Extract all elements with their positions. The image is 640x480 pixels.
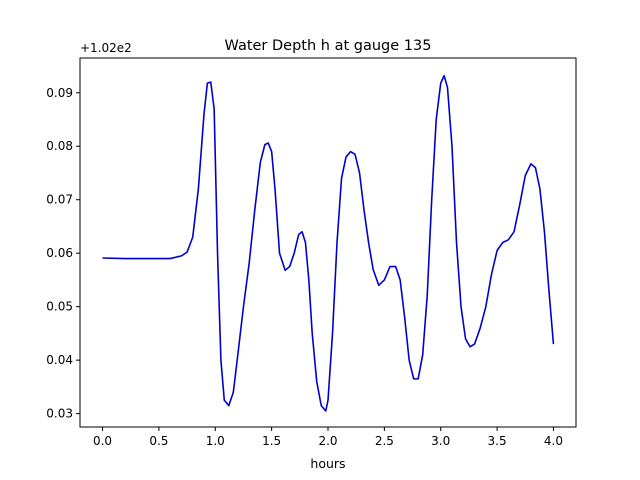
x-tick-label: 1.5 [262, 434, 281, 448]
y-offset-label: +1.02e2 [80, 41, 132, 55]
x-tick-label: 0.0 [93, 434, 112, 448]
plot-area: 0.0 0.5 1.0 1.5 2.0 2.5 3.0 3.5 4.0 0.03 0.04 0.05… [46, 57, 577, 448]
x-axis-label: hours [310, 456, 345, 471]
x-tick-label: 2.0 [318, 434, 337, 448]
x-tick-label: 3.5 [488, 434, 507, 448]
x-tick-label: 1.0 [206, 434, 225, 448]
y-tick-label: 0.04 [46, 353, 73, 367]
chart-title: Water Depth h at gauge 135 [225, 38, 432, 54]
y-axis: 0.03 0.04 0.05 0.06 0.07 0.08 0.09 [46, 86, 80, 421]
x-tick-label: 2.5 [375, 434, 394, 448]
y-tick-label: 0.08 [46, 139, 73, 153]
x-tick-label: 4.0 [544, 434, 563, 448]
y-tick-label: 0.05 [46, 300, 73, 314]
y-tick-label: 0.07 [46, 193, 73, 207]
series-line [102, 74, 555, 412]
x-tick-label: 3.0 [431, 434, 450, 448]
y-tick-label: 0.03 [46, 407, 73, 421]
y-tick-label: 0.09 [46, 86, 73, 100]
y-tick-label: 0.06 [46, 246, 73, 260]
x-axis: 0.0 0.5 1.0 1.5 2.0 2.5 3.0 3.5 4.0 [93, 427, 563, 448]
x-tick-label: 0.5 [149, 434, 168, 448]
